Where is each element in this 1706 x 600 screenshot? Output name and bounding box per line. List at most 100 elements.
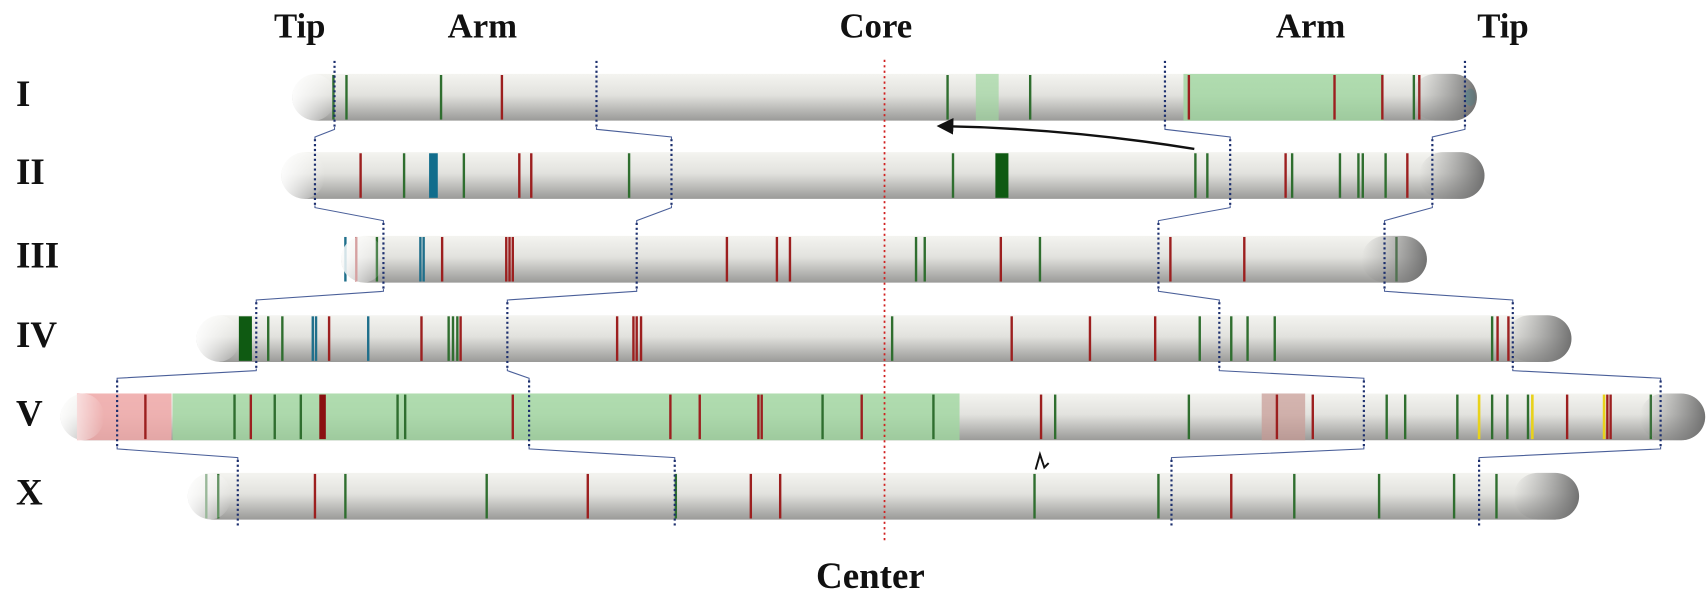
band <box>1230 474 1232 519</box>
band <box>1609 395 1611 440</box>
band <box>1339 153 1341 198</box>
band <box>274 395 276 440</box>
band <box>1381 75 1383 120</box>
band <box>1011 316 1013 361</box>
band <box>1274 316 1276 361</box>
end-shade <box>1514 473 1579 520</box>
column-label: Tip <box>274 6 326 45</box>
band <box>518 153 520 198</box>
band <box>1206 153 1208 198</box>
boundary-link <box>315 127 335 139</box>
band <box>420 316 422 361</box>
column-label: Arm <box>1276 6 1346 45</box>
band <box>267 316 269 361</box>
page: {"header": {"columns": ["Tip", "Arm", "C… <box>0 0 1706 600</box>
band <box>1293 474 1295 519</box>
band <box>932 395 934 440</box>
band <box>1606 395 1608 440</box>
band <box>1378 474 1380 519</box>
boundary-link <box>507 368 529 380</box>
band <box>995 153 1008 198</box>
band <box>750 474 752 519</box>
band <box>587 474 589 519</box>
row-label: X <box>16 472 43 513</box>
band <box>345 75 347 120</box>
band <box>1495 474 1497 519</box>
band <box>1154 316 1156 361</box>
end-shade <box>1506 315 1571 362</box>
band <box>616 316 618 361</box>
band <box>1169 237 1171 282</box>
band <box>447 316 449 361</box>
chromosome <box>188 473 1579 520</box>
band <box>512 395 514 440</box>
band <box>144 395 146 440</box>
boundary-link <box>117 447 238 460</box>
end-shade <box>1640 393 1705 440</box>
band <box>314 474 316 519</box>
end-shade <box>1412 74 1477 121</box>
band <box>344 474 346 519</box>
boundary-link <box>1165 127 1230 139</box>
end-highlight <box>188 473 231 520</box>
band <box>239 316 252 361</box>
band <box>789 237 791 282</box>
band <box>1406 153 1408 198</box>
band <box>632 316 634 361</box>
band <box>440 75 442 120</box>
band <box>1386 395 1388 440</box>
band <box>946 75 948 120</box>
row-label: III <box>16 235 59 276</box>
band <box>1531 395 1534 440</box>
band <box>1230 316 1232 361</box>
band <box>1291 153 1293 198</box>
footer-label: Center <box>816 555 925 596</box>
band <box>1040 395 1042 440</box>
band <box>1033 474 1035 519</box>
chromosome <box>292 74 1477 121</box>
band <box>1199 316 1201 361</box>
band <box>1188 75 1190 120</box>
band <box>422 237 424 282</box>
band <box>861 395 863 440</box>
band <box>250 395 252 440</box>
band <box>501 75 503 120</box>
chromosome <box>281 152 1484 199</box>
band <box>1188 395 1190 440</box>
band <box>1029 75 1031 120</box>
band <box>452 316 454 361</box>
band <box>328 316 330 361</box>
band <box>315 316 317 361</box>
row-label: II <box>16 151 45 192</box>
region-links <box>117 61 1660 526</box>
band <box>640 316 642 361</box>
band <box>419 237 421 282</box>
boundary-link <box>117 368 256 380</box>
band <box>1453 474 1455 519</box>
highlight-region <box>1183 74 1383 121</box>
band <box>636 316 638 361</box>
band <box>1603 395 1606 440</box>
end-shade <box>1362 236 1427 283</box>
row-label: I <box>16 73 30 114</box>
band <box>1362 153 1364 198</box>
boundary-link <box>1385 205 1433 222</box>
highlight-region <box>173 393 960 440</box>
end-highlight <box>281 152 324 199</box>
end-shade <box>1419 152 1484 199</box>
band <box>1054 395 1056 440</box>
boundary-link <box>529 447 675 460</box>
boundary-link <box>507 289 636 302</box>
band <box>757 395 759 440</box>
band <box>1089 316 1091 361</box>
squiggle <box>1036 454 1049 469</box>
boundary-link <box>1158 289 1219 302</box>
band <box>233 395 235 440</box>
boundary-link <box>1513 368 1661 380</box>
band <box>505 237 507 282</box>
boundary-link <box>1385 289 1513 302</box>
band <box>1491 395 1493 440</box>
band <box>1357 153 1359 198</box>
band <box>486 474 488 519</box>
band <box>396 395 398 440</box>
